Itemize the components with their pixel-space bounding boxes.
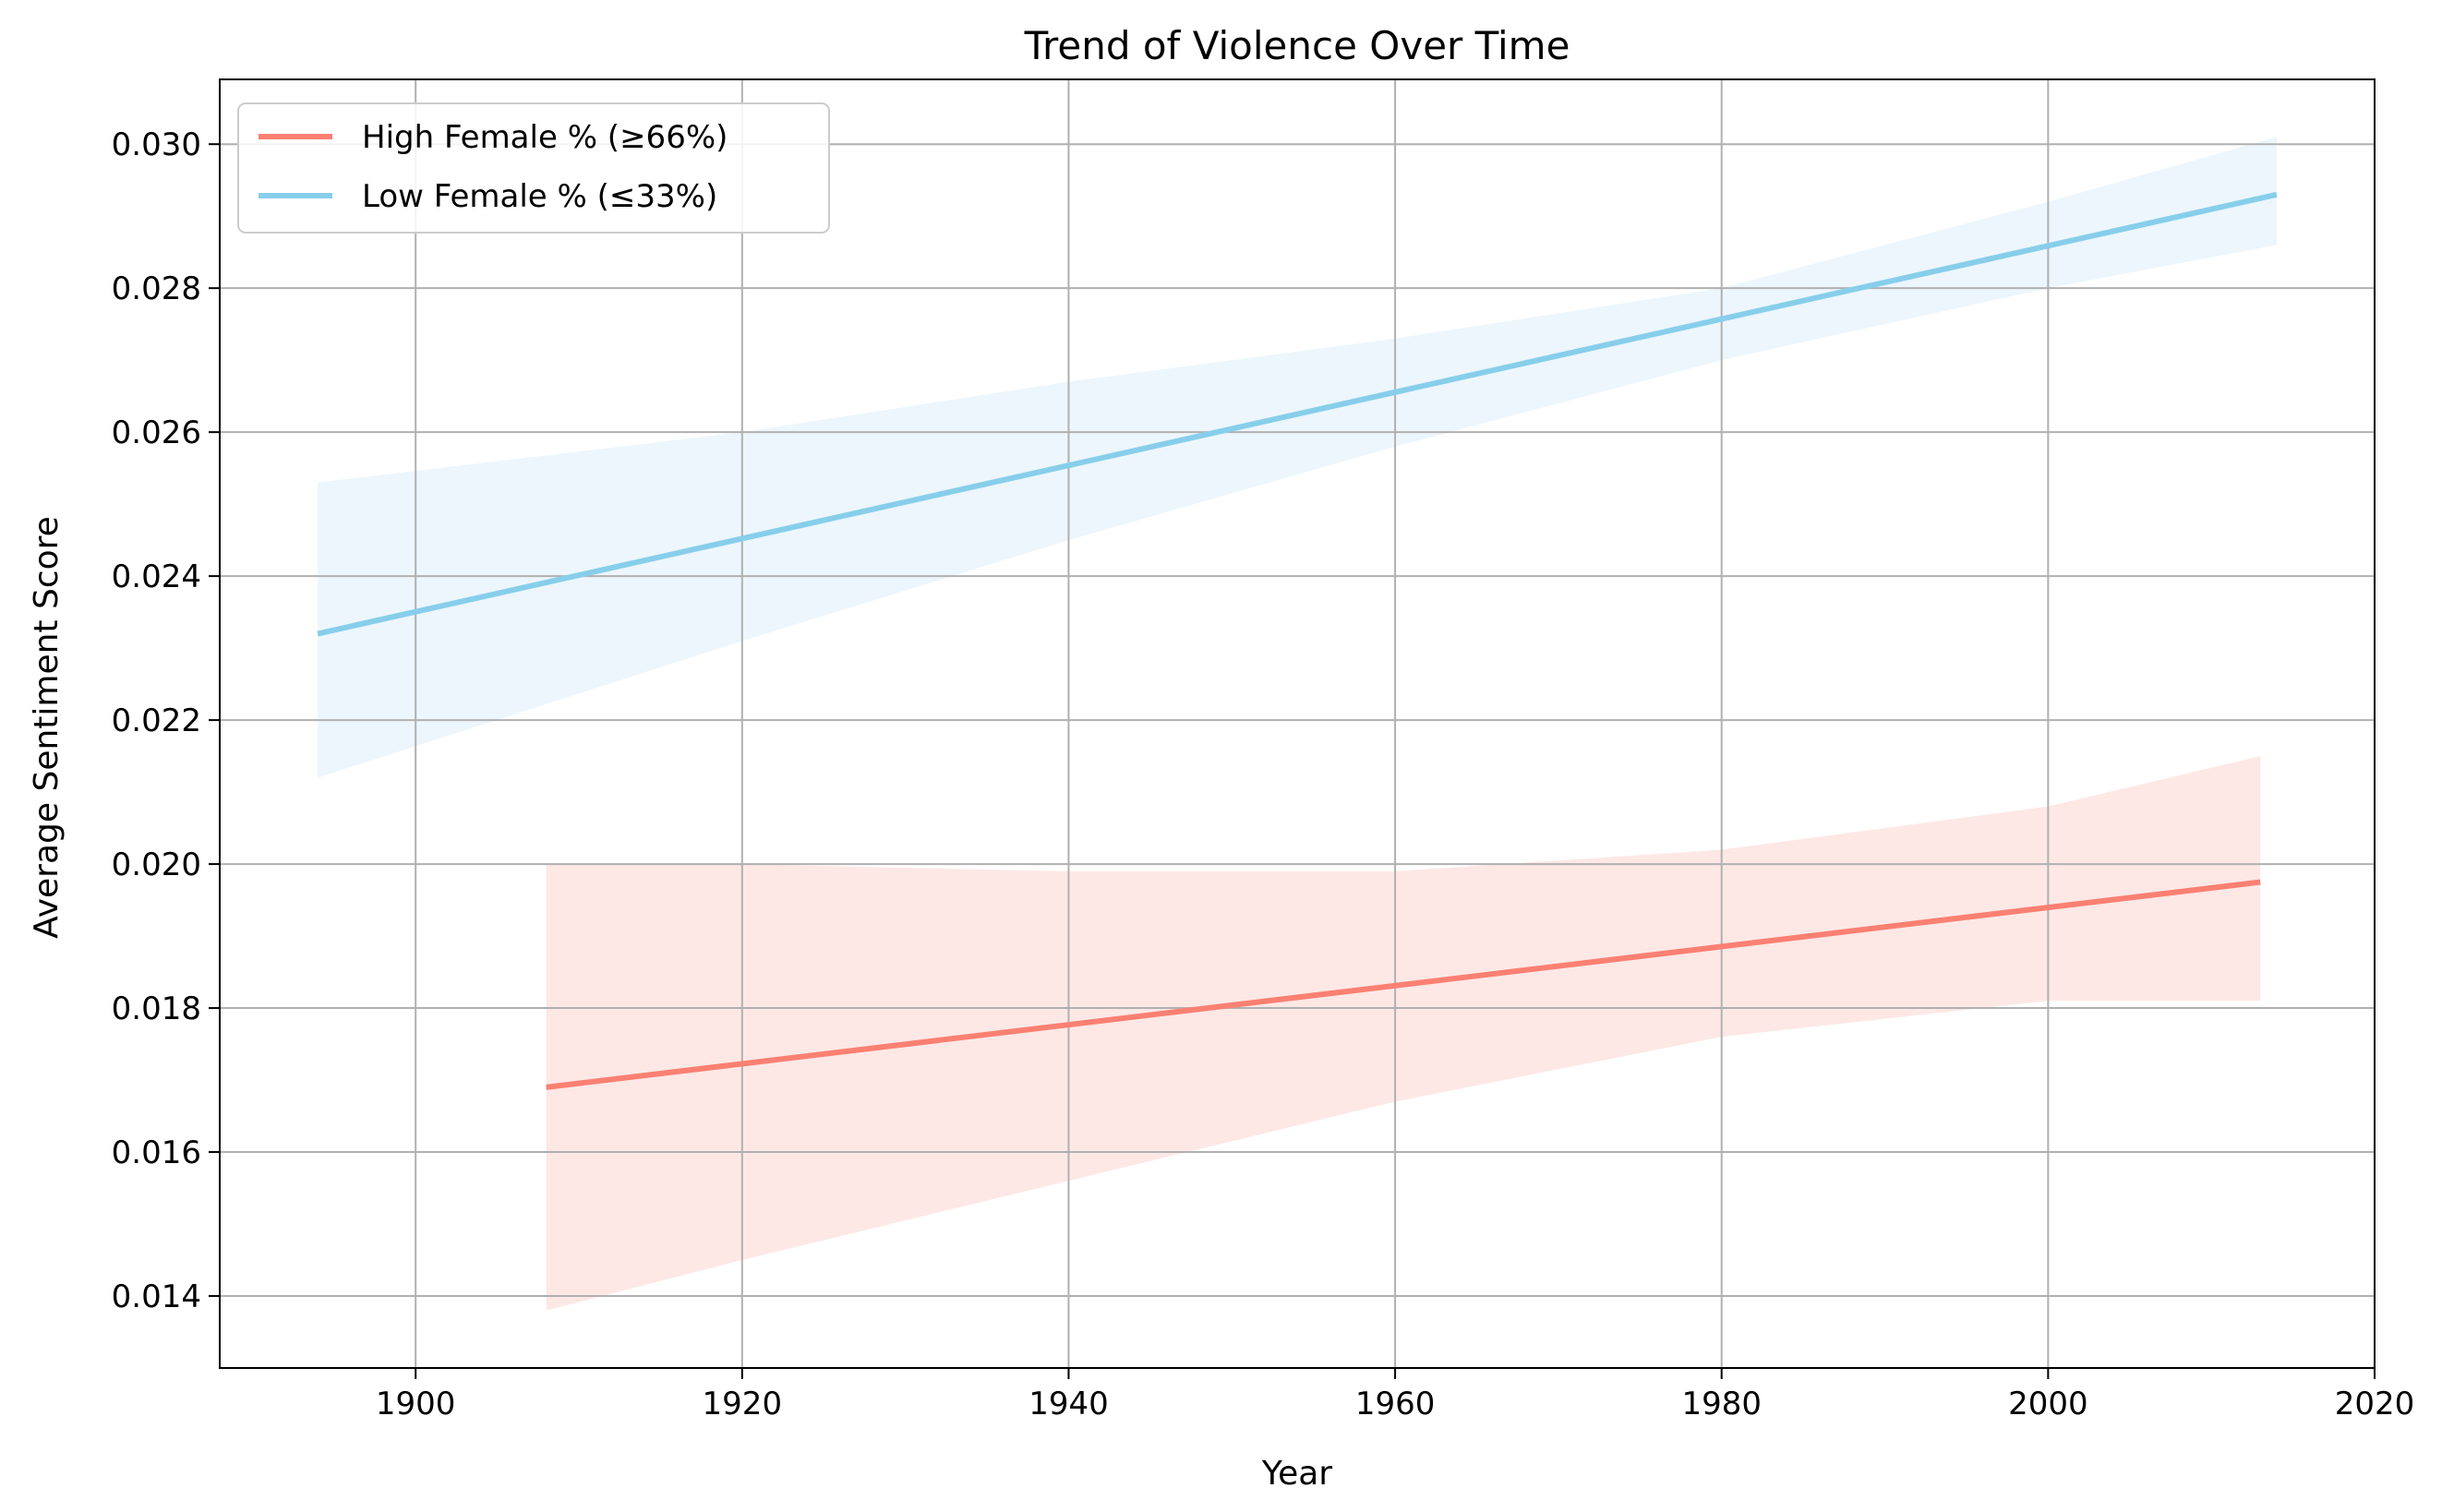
x-tick-label: 1940	[1029, 1386, 1109, 1422]
x-tick-label: 1920	[703, 1386, 783, 1422]
x-axis-ticks: 1900 1920 1940 1960 1980 2000 2020	[376, 1368, 2414, 1422]
y-tick-label: 0.030	[112, 126, 201, 163]
y-axis-ticks: 0.014 0.016 0.018 0.020 0.022 0.024 0.026 0.028…	[112, 126, 220, 1315]
x-tick-label: 1980	[1681, 1386, 1762, 1422]
y-tick-label: 0.020	[112, 846, 201, 883]
legend-label-high-female: High Female % (≥66%)	[362, 119, 728, 156]
legend-label-low-female: Low Female % (≤33%)	[362, 178, 717, 215]
grid-lines	[220, 79, 2375, 1368]
x-tick-label: 2000	[2008, 1386, 2088, 1422]
x-axis-label: Year	[1261, 1455, 1332, 1493]
y-tick-label: 0.026	[112, 414, 201, 451]
x-tick-label: 2020	[2335, 1386, 2415, 1422]
chart-title: Trend of Violence Over Time	[1024, 23, 1570, 68]
series-line-low-female	[317, 191, 2278, 637]
x-tick-label: 1900	[376, 1386, 456, 1422]
y-tick-label: 0.024	[112, 558, 201, 595]
y-axis-label: Average Sentiment Score	[28, 516, 66, 939]
plot-frame	[219, 78, 2376, 1369]
y-tick-label: 0.014	[112, 1278, 201, 1315]
y-tick-label: 0.018	[112, 990, 201, 1027]
legend: High Female % (≥66%) Low Female % (≤33%)	[237, 102, 830, 234]
series-lines	[317, 191, 2278, 1090]
confidence-band-high-female	[546, 756, 2261, 1311]
y-tick-label: 0.016	[112, 1134, 201, 1171]
y-tick-label: 0.028	[112, 270, 201, 307]
x-tick-label: 1960	[1355, 1386, 1436, 1422]
series-line-high-female	[546, 879, 2261, 1090]
confidence-band-low-female	[318, 137, 2277, 778]
legend-box	[237, 102, 830, 234]
confidence-bands	[318, 137, 2277, 1311]
y-tick-label: 0.022	[112, 702, 201, 739]
